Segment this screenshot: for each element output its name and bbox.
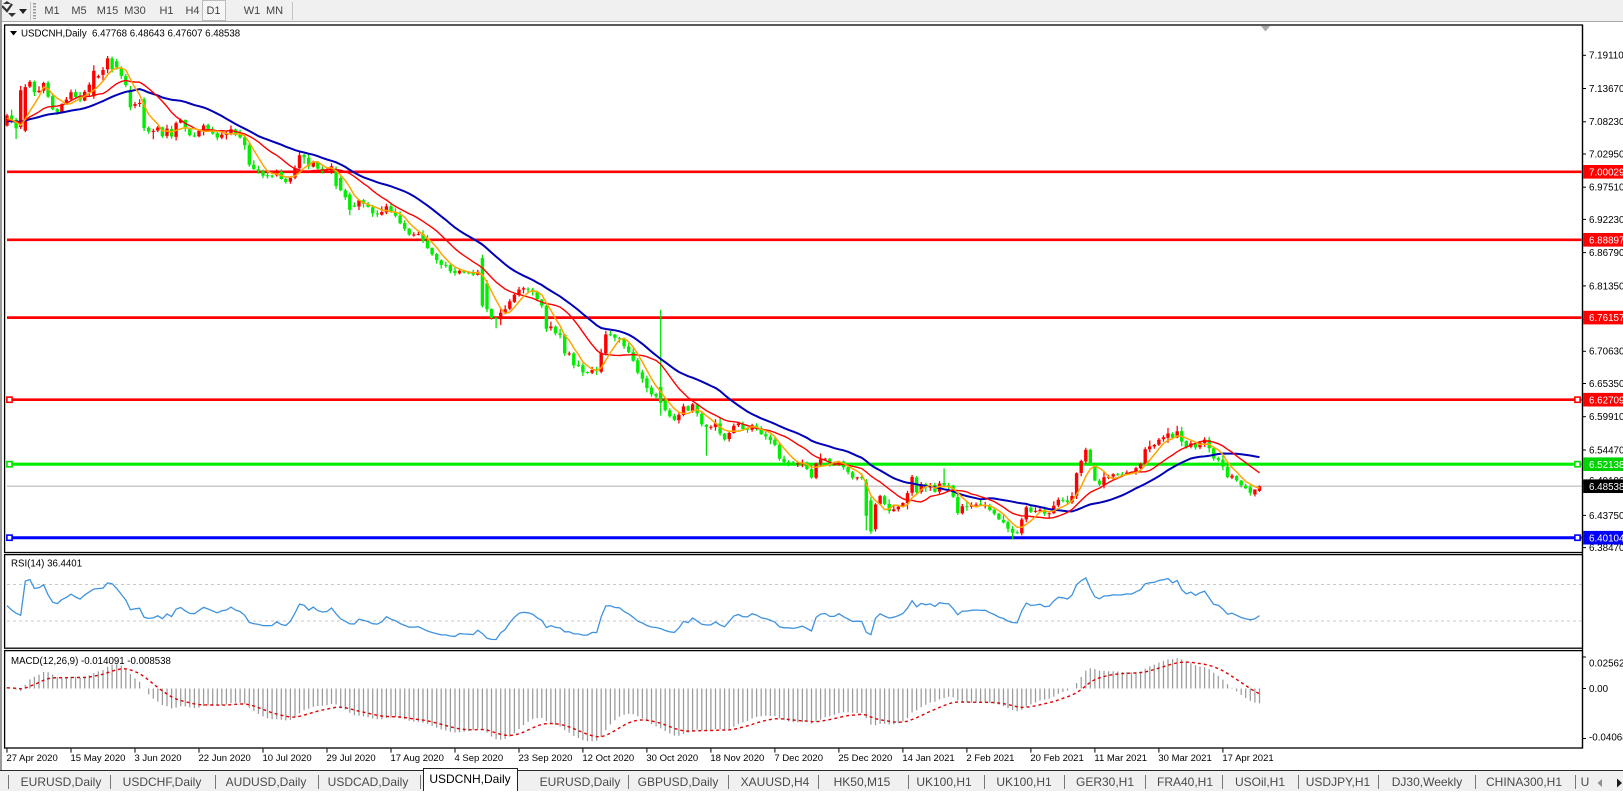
svg-text:17 Aug 2020: 17 Aug 2020 (391, 753, 444, 764)
svg-text:100: 100 (1589, 555, 1606, 566)
svg-text:7.02950: 7.02950 (1589, 149, 1623, 160)
svg-text:30: 30 (1589, 616, 1600, 627)
svg-text:7.13670: 7.13670 (1589, 84, 1623, 95)
svg-text:18 Nov 2020: 18 Nov 2020 (710, 753, 764, 764)
svg-text:22 Jun 2020: 22 Jun 2020 (199, 753, 251, 764)
svg-text:27 Apr 2020: 27 Apr 2020 (7, 753, 58, 764)
svg-text:17 Apr 2021: 17 Apr 2021 (1222, 753, 1273, 764)
svg-text:6.92230: 6.92230 (1589, 215, 1623, 226)
svg-text:6.52138: 6.52138 (1589, 460, 1623, 471)
svg-text:29 Jul 2020: 29 Jul 2020 (327, 753, 376, 764)
svg-text:6.76157: 6.76157 (1589, 313, 1623, 324)
svg-text:0.025623: 0.025623 (1589, 658, 1623, 669)
svg-text:6.43750: 6.43750 (1589, 511, 1623, 522)
svg-text:12 Oct 2020: 12 Oct 2020 (582, 753, 634, 764)
svg-text:7.08230: 7.08230 (1589, 117, 1623, 128)
svg-text:70: 70 (1589, 580, 1600, 591)
svg-text:6.65350: 6.65350 (1589, 379, 1623, 390)
svg-text:3 Jun 2020: 3 Jun 2020 (135, 753, 182, 764)
svg-text:6.59910: 6.59910 (1589, 412, 1623, 423)
svg-text:6.62709: 6.62709 (1589, 395, 1623, 406)
svg-text:0: 0 (1589, 639, 1595, 650)
svg-text:30 Oct 2020: 30 Oct 2020 (646, 753, 698, 764)
svg-text:6.48538: 6.48538 (1589, 482, 1623, 493)
svg-text:6.81350: 6.81350 (1589, 281, 1623, 292)
svg-text:6.38470: 6.38470 (1589, 543, 1623, 554)
svg-text:7.19110: 7.19110 (1589, 51, 1623, 62)
svg-text:-0.04068: -0.04068 (1589, 732, 1623, 743)
svg-text:6.54470: 6.54470 (1589, 445, 1623, 456)
svg-text:10 Jul 2020: 10 Jul 2020 (263, 753, 312, 764)
svg-text:MACD(12,26,9) -0.014091 -0.008: MACD(12,26,9) -0.014091 -0.008538 (11, 656, 171, 667)
svg-text:14 Jan 2021: 14 Jan 2021 (902, 753, 954, 764)
svg-text:23 Sep 2020: 23 Sep 2020 (519, 753, 573, 764)
svg-text:7.00029: 7.00029 (1589, 167, 1623, 178)
svg-text:11 Mar 2021: 11 Mar 2021 (1094, 753, 1147, 764)
svg-text:4 Sep 2020: 4 Sep 2020 (455, 753, 504, 764)
svg-text:15 May 2020: 15 May 2020 (71, 753, 126, 764)
svg-text:RSI(14) 36.4401: RSI(14) 36.4401 (11, 559, 82, 570)
svg-text:6.97510: 6.97510 (1589, 183, 1623, 194)
svg-text:30 Mar 2021: 30 Mar 2021 (1158, 753, 1211, 764)
svg-text:25 Dec 2020: 25 Dec 2020 (838, 753, 892, 764)
svg-text:6.40104: 6.40104 (1589, 533, 1623, 544)
svg-text:6.70630: 6.70630 (1589, 347, 1623, 358)
svg-text:USDCNH,Daily 6.47768 6.48643: USDCNH,Daily 6.47768 6.48643 6.47607 6.4… (21, 29, 240, 40)
svg-text:20 Feb 2021: 20 Feb 2021 (1030, 753, 1083, 764)
svg-text:6.86790: 6.86790 (1589, 248, 1623, 259)
svg-text:7 Dec 2020: 7 Dec 2020 (774, 753, 823, 764)
svg-text:2 Feb 2021: 2 Feb 2021 (966, 753, 1014, 764)
svg-text:0.00: 0.00 (1589, 684, 1609, 695)
svg-text:6.88897: 6.88897 (1589, 235, 1623, 246)
